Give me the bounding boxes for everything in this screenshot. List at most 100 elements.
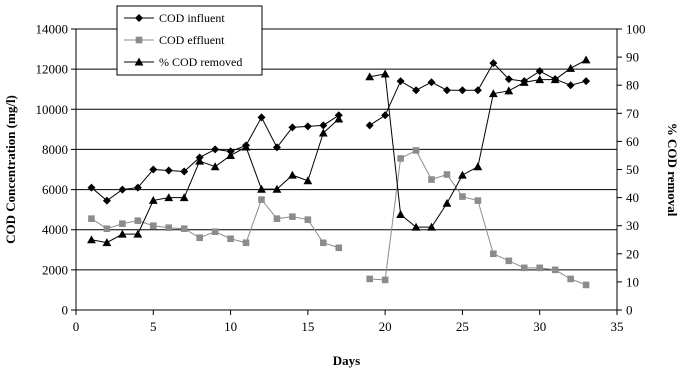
data-point — [272, 143, 281, 152]
data-point — [536, 264, 544, 272]
data-point — [242, 239, 250, 247]
data-point — [458, 86, 467, 95]
data-point — [288, 123, 297, 132]
data-point — [196, 234, 203, 242]
legend-label: COD influent — [159, 11, 225, 25]
x-tick-label: 15 — [301, 319, 314, 334]
data-point — [164, 166, 173, 175]
data-point — [550, 75, 560, 84]
data-point — [427, 222, 436, 231]
y2-tick-label: 50 — [626, 162, 639, 177]
axes: 0 5 10 15 20 25 30 3502000400060008000100001200… — [36, 22, 646, 335]
data-point — [257, 113, 266, 122]
y2-axis-title: % COD removal — [665, 123, 680, 217]
data-point — [582, 281, 590, 289]
data-point — [102, 238, 112, 247]
data-point — [473, 86, 482, 95]
data-point — [365, 121, 374, 130]
data-point — [505, 257, 513, 265]
y-tick-label: 4000 — [42, 222, 68, 237]
data-point — [581, 55, 591, 64]
data-point — [87, 183, 96, 192]
data-point — [180, 167, 189, 176]
y2-tick-label: 100 — [626, 22, 646, 37]
y-tick-label: 10000 — [36, 102, 69, 117]
data-point — [412, 86, 421, 95]
data-point — [195, 156, 205, 165]
series-line — [91, 198, 339, 249]
data-point — [566, 81, 575, 90]
data-point — [241, 142, 251, 151]
data-point — [210, 162, 220, 171]
series-cod-influent — [87, 59, 591, 205]
data-point — [103, 225, 111, 233]
data-point — [226, 151, 235, 159]
y2-tick-label: 90 — [626, 50, 639, 65]
legend: COD influent COD effluent % COD removed — [116, 5, 263, 76]
data-point — [566, 63, 576, 72]
data-point — [180, 225, 188, 233]
data-point — [149, 222, 157, 229]
series-line — [91, 114, 340, 202]
legend-marker — [135, 14, 143, 22]
data-point — [520, 264, 528, 272]
legend-label: % COD removed — [159, 55, 242, 69]
data-point — [133, 183, 142, 192]
data-point — [258, 196, 265, 203]
y2-tick-label: 40 — [626, 190, 639, 205]
y2-tick-label: 0 — [626, 303, 633, 318]
y-tick-label: 0 — [62, 303, 69, 318]
data-point — [211, 228, 219, 236]
data-point — [442, 86, 451, 95]
data-point — [165, 224, 173, 232]
data-point — [149, 165, 158, 174]
legend-label: COD effluent — [159, 33, 225, 47]
x-tick-label: 5 — [150, 319, 157, 334]
data-point — [179, 193, 189, 202]
legend-marker — [135, 36, 143, 44]
data-point — [366, 275, 373, 283]
data-point — [320, 239, 327, 247]
data-point — [442, 198, 452, 207]
x-tick-label: 35 — [611, 319, 624, 334]
data-point — [411, 222, 421, 231]
data-point — [304, 216, 312, 223]
data-point — [490, 250, 497, 258]
legend-marker — [134, 57, 144, 66]
data-point — [474, 197, 482, 204]
data-point — [396, 77, 405, 86]
y-tick-label: 14000 — [36, 22, 69, 37]
data-point — [289, 213, 296, 220]
data-point — [102, 196, 111, 205]
data-point — [148, 196, 158, 204]
x-tick-label: 10 — [224, 319, 237, 334]
data-point — [396, 210, 405, 218]
series-line — [91, 118, 340, 244]
data-point — [334, 114, 344, 123]
data-point — [473, 162, 483, 171]
data-point — [164, 193, 174, 202]
series-cod-effluent — [88, 147, 590, 289]
y2-tick-label: 10 — [626, 274, 639, 289]
data-point — [412, 147, 420, 154]
y-tick-label: 12000 — [36, 62, 69, 77]
data-point — [119, 220, 126, 227]
data-point — [319, 121, 328, 130]
data-point — [257, 184, 266, 193]
y2-tick-label: 70 — [626, 106, 639, 121]
data-point — [87, 235, 96, 244]
data-point — [117, 229, 127, 238]
legend-item: COD influent — [124, 11, 225, 25]
data-point — [488, 89, 498, 98]
data-point — [134, 217, 142, 224]
data-point — [318, 128, 328, 137]
data-point — [227, 235, 234, 243]
y-tick-label: 6000 — [42, 182, 68, 197]
series-cod-removed — [87, 55, 591, 247]
y-tick-label: 2000 — [42, 262, 68, 277]
data-point — [582, 77, 591, 86]
data-point — [88, 215, 95, 222]
x-tick-label: 0 — [73, 319, 80, 334]
data-point — [272, 184, 282, 193]
